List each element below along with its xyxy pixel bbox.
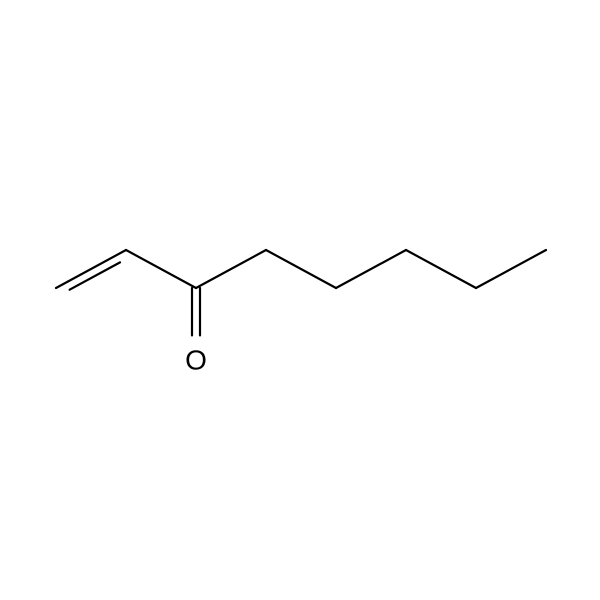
bond-line (56, 250, 126, 288)
bond-line (196, 250, 266, 288)
bond-line (336, 250, 406, 288)
bond-line (266, 250, 336, 288)
bond-line (126, 250, 196, 288)
atom-label-o: O (185, 345, 207, 376)
bond-line (476, 250, 546, 288)
bond-line (406, 250, 476, 288)
molecule-diagram: O (0, 0, 600, 600)
